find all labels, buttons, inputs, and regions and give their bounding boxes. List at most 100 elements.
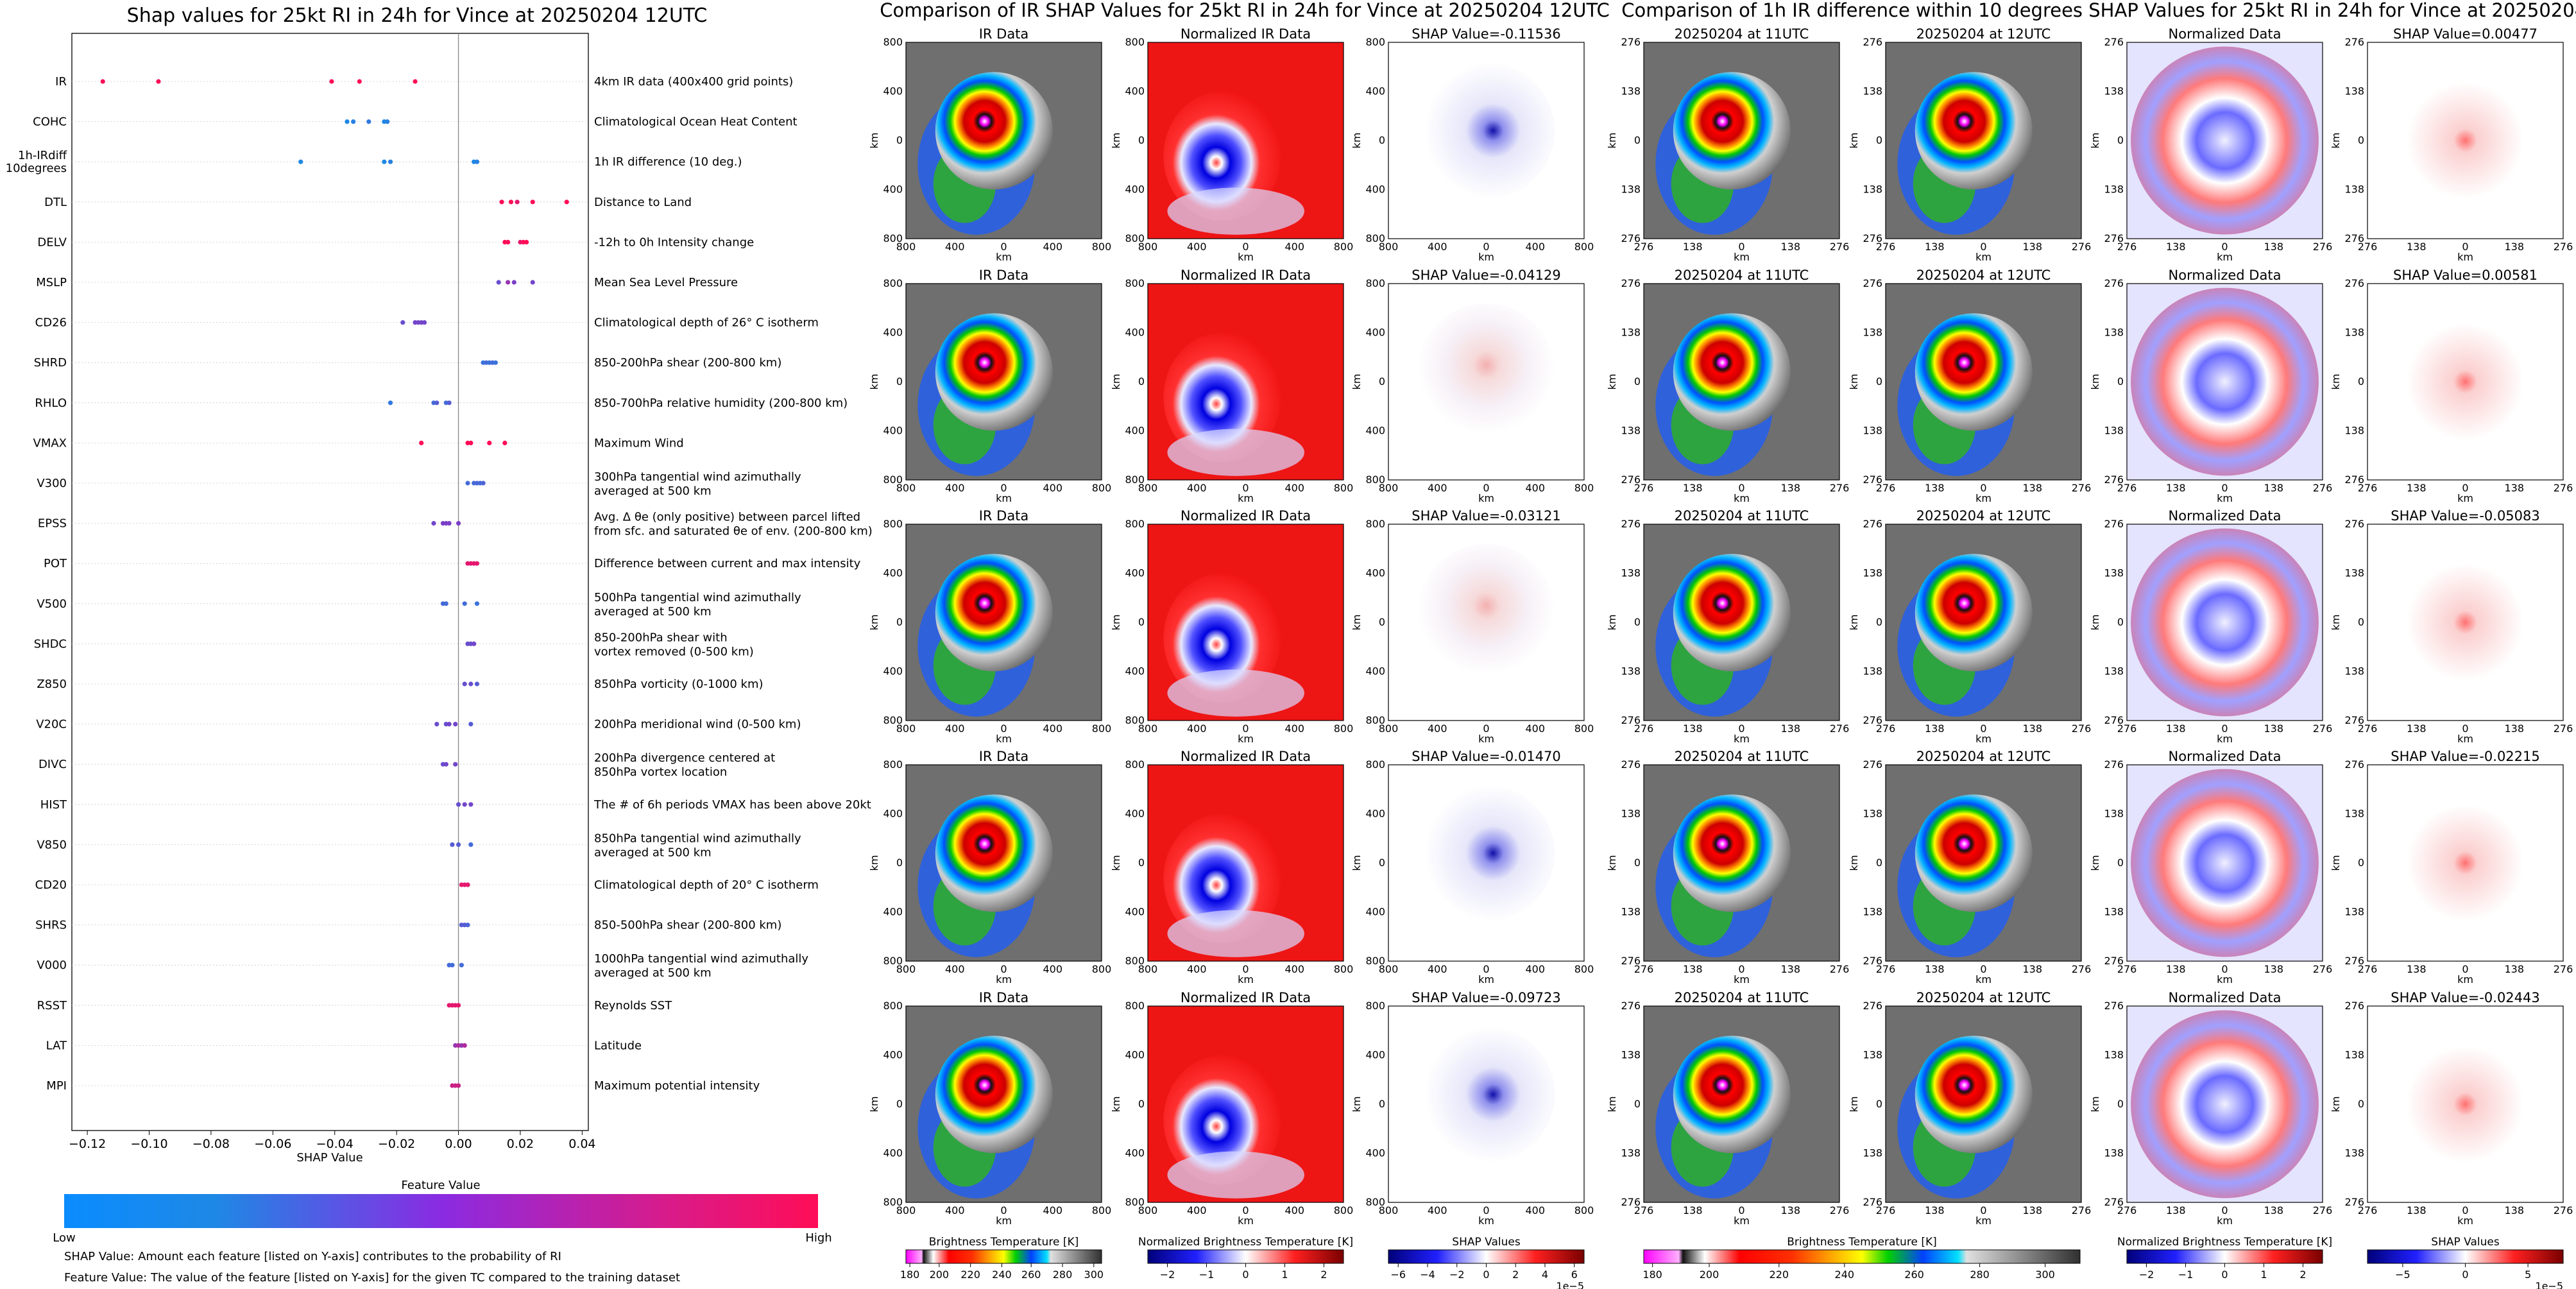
y-tick-label: 800 <box>1125 36 1145 48</box>
x-tick-label: 276 <box>2313 482 2333 494</box>
y-tick-label: 0 <box>1634 375 1641 388</box>
y-tick-label: 138 <box>1621 425 1641 437</box>
y-tick-label: 138 <box>1863 906 1882 918</box>
x-tick-label: 0 <box>1738 1204 1744 1216</box>
y-tick-label: 138 <box>2104 1049 2124 1061</box>
y-tick-label: 138 <box>2344 327 2364 339</box>
y-tick-label: 138 <box>1621 1049 1641 1061</box>
y-tick-label: 276 <box>1863 36 1882 48</box>
y-tick-label: 276 <box>2344 232 2364 244</box>
x-axis-label: km <box>2217 1215 2233 1227</box>
colorbar-tick-label: 180 <box>1642 1268 1662 1281</box>
panel-title: 20250204 at 12UTC <box>1916 268 2051 283</box>
x-axis-label: km <box>1734 251 1750 263</box>
y-tick-label: 276 <box>1863 758 1882 771</box>
panel-frame <box>905 42 1102 239</box>
storm-core <box>1673 1036 1791 1154</box>
x-tick-label: 138 <box>2504 482 2524 494</box>
x-tick-label: 138 <box>2407 241 2427 253</box>
y-axis-label: km <box>1110 374 1122 390</box>
feature-description: Maximum Wind <box>594 436 684 450</box>
y-tick-label: 400 <box>883 665 903 678</box>
x-tick-label: 800 <box>1138 482 1158 494</box>
y-tick-label: 276 <box>2104 518 2124 530</box>
x-tick-label: 276 <box>2358 241 2378 253</box>
shap-point <box>487 440 492 446</box>
shap-map <box>2407 323 2524 441</box>
panel-frame <box>1147 1005 1344 1203</box>
x-tick-label: 276 <box>2358 722 2378 735</box>
shap-point <box>468 802 473 807</box>
y-tick-label: 0 <box>1876 616 1882 628</box>
x-tick-label: 276 <box>2554 722 2573 735</box>
x-tick-label: 400 <box>945 241 965 253</box>
storm-core <box>935 794 1053 912</box>
y-tick-label: 138 <box>1863 1049 1882 1061</box>
y-tick-label: 800 <box>1365 758 1385 771</box>
x-tick-label: 138 <box>2407 1204 2427 1216</box>
x-tick-label: 138 <box>1683 722 1703 735</box>
x-tick-label: 276 <box>2554 1204 2573 1216</box>
colorbar-tick-label: 2 <box>2299 1268 2306 1281</box>
y-tick-label: 400 <box>1365 665 1385 678</box>
x-tick-label: 800 <box>1334 241 1354 253</box>
y-tick-label: 276 <box>1863 518 1882 530</box>
panel-frame <box>1388 1005 1585 1203</box>
storm-core <box>935 313 1053 431</box>
y-tick-label: 276 <box>2104 714 2124 726</box>
y-tick-label: 138 <box>2344 808 2364 820</box>
x-tick-label: 800 <box>1138 241 1158 253</box>
x-tick-label: 400 <box>1284 722 1304 735</box>
y-tick-label: 0 <box>2358 134 2364 146</box>
storm-core <box>1673 313 1791 431</box>
colorbar-tick-label: −6 <box>1390 1268 1406 1281</box>
colorbar-tick-label: 240 <box>992 1268 1012 1281</box>
colorbar-tick-label: 300 <box>2035 1268 2055 1281</box>
colorbar-label: Normalized Brightness Temperature [K] <box>1138 1236 1353 1249</box>
y-tick-label: 138 <box>1863 808 1882 820</box>
x-tick-label: −0.04 <box>316 1137 354 1151</box>
y-tick-label: 400 <box>1365 906 1385 918</box>
y-tick-label: 138 <box>1863 327 1882 339</box>
feature-description: from sfc. and saturated θe of env. (200-… <box>594 525 873 538</box>
feature-description: 850-500hPa shear (200-800 km) <box>594 919 781 932</box>
y-tick-label: 138 <box>2104 425 2124 437</box>
y-tick-label: 276 <box>2344 277 2364 289</box>
y-tick-label: 138 <box>2344 85 2364 98</box>
x-tick-label: 800 <box>896 241 916 253</box>
y-tick-label: 800 <box>1365 955 1385 967</box>
x-tick-label: 138 <box>1925 963 1945 975</box>
feature-description: 300hPa tangential wind azimuthally <box>594 470 801 484</box>
y-tick-label: 276 <box>2344 518 2364 530</box>
panel-title: 20250204 at 12UTC <box>1916 26 2051 42</box>
y-tick-label: 0 <box>2358 857 2364 869</box>
y-tick-label: 276 <box>2104 1196 2124 1208</box>
x-tick-label: 0 <box>1738 241 1744 253</box>
y-tick-label: 138 <box>2344 1147 2364 1159</box>
x-tick-label: 276 <box>1830 1204 1850 1216</box>
x-tick-label: 400 <box>1428 482 1447 494</box>
x-tick-label: 0 <box>1980 722 1986 735</box>
x-axis-label: km <box>1734 1215 1750 1227</box>
y-tick-label: 138 <box>2344 665 2364 678</box>
y-tick-label: 138 <box>2104 85 2124 98</box>
panel-frame <box>1388 524 1585 721</box>
shap-title: Shap values for 25kt RI in 24h for Vince… <box>127 4 708 27</box>
feature-description: Climatological depth of 26° C isotherm <box>594 316 819 330</box>
x-tick-label: 400 <box>1428 1204 1447 1216</box>
x-axis-label: km <box>1478 251 1494 263</box>
x-tick-label: 800 <box>896 1204 916 1216</box>
shap-point <box>453 762 458 767</box>
y-tick-label: 0 <box>1876 375 1882 388</box>
feature-description: averaged at 500 km <box>594 605 712 619</box>
shap-point <box>431 521 436 526</box>
panel-frame <box>2367 764 2564 962</box>
x-tick-label: 0 <box>1980 1204 1986 1216</box>
feature-label: RHLO <box>35 397 67 410</box>
shap-point <box>462 601 467 606</box>
y-tick-label: 800 <box>1365 518 1385 530</box>
x-tick-label: 138 <box>2166 722 2186 735</box>
y-tick-label: 400 <box>883 425 903 437</box>
